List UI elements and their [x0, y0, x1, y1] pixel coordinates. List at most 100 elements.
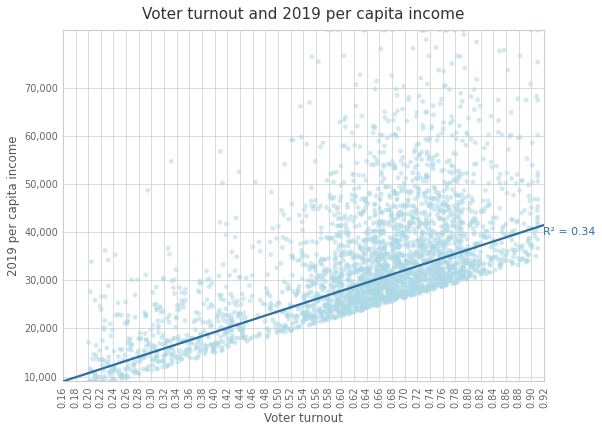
- Point: [398, 287, 408, 294]
- Point: [429, 243, 438, 250]
- Point: [380, 293, 390, 300]
- Point: [423, 260, 432, 267]
- Point: [444, 235, 453, 242]
- Point: [417, 254, 427, 260]
- Point: [101, 293, 110, 300]
- Point: [202, 276, 212, 283]
- Point: [485, 201, 494, 208]
- Point: [98, 378, 107, 385]
- Point: [209, 340, 219, 347]
- Point: [385, 279, 395, 286]
- Point: [456, 253, 466, 260]
- Point: [408, 286, 417, 292]
- Point: [345, 264, 355, 270]
- Point: [427, 281, 436, 288]
- Point: [408, 276, 417, 283]
- Point: [225, 324, 234, 331]
- Point: [443, 214, 453, 221]
- Point: [336, 308, 346, 315]
- Point: [377, 171, 386, 178]
- Point: [355, 143, 365, 150]
- Point: [444, 254, 453, 260]
- Point: [365, 215, 374, 222]
- Point: [339, 52, 349, 59]
- Point: [505, 133, 515, 140]
- Point: [482, 234, 492, 241]
- Point: [442, 27, 452, 34]
- Point: [364, 282, 374, 289]
- Point: [397, 278, 407, 285]
- Point: [466, 270, 476, 277]
- Point: [350, 199, 360, 206]
- Point: [309, 301, 319, 308]
- Point: [199, 328, 209, 335]
- Point: [451, 262, 461, 269]
- Point: [396, 277, 406, 284]
- Point: [343, 292, 353, 299]
- Point: [321, 308, 330, 314]
- Point: [278, 289, 287, 295]
- Point: [370, 279, 380, 286]
- Point: [295, 323, 305, 330]
- Point: [351, 81, 361, 88]
- Point: [382, 240, 391, 247]
- Point: [470, 257, 480, 264]
- Point: [323, 311, 332, 318]
- Point: [338, 284, 347, 291]
- Point: [381, 276, 391, 283]
- Point: [309, 206, 318, 213]
- Point: [458, 197, 467, 203]
- Point: [170, 335, 179, 342]
- Point: [417, 286, 427, 293]
- Point: [385, 272, 395, 279]
- Point: [428, 157, 438, 164]
- Point: [452, 192, 461, 199]
- Point: [321, 301, 331, 308]
- Point: [225, 300, 234, 307]
- Point: [117, 346, 127, 353]
- Point: [403, 260, 413, 267]
- Point: [172, 315, 182, 322]
- Point: [426, 232, 435, 239]
- Point: [208, 343, 217, 350]
- Point: [418, 232, 427, 239]
- Point: [255, 296, 265, 303]
- Point: [385, 194, 395, 201]
- Point: [394, 254, 403, 260]
- Point: [373, 280, 382, 287]
- Point: [404, 273, 414, 280]
- Point: [433, 267, 442, 274]
- Point: [514, 255, 523, 262]
- Point: [445, 254, 455, 261]
- Point: [196, 346, 206, 353]
- Point: [461, 276, 471, 283]
- Point: [397, 275, 406, 282]
- Point: [330, 305, 340, 312]
- Point: [227, 317, 237, 324]
- Point: [394, 258, 403, 265]
- Point: [442, 159, 452, 165]
- Point: [465, 269, 475, 276]
- Point: [415, 262, 425, 269]
- Point: [455, 122, 464, 129]
- Point: [374, 287, 383, 294]
- Point: [234, 322, 244, 329]
- Point: [478, 223, 488, 230]
- Point: [403, 258, 412, 265]
- Point: [226, 334, 236, 341]
- Point: [120, 299, 130, 305]
- Point: [402, 273, 411, 280]
- Point: [304, 322, 314, 329]
- Point: [389, 263, 399, 270]
- Point: [217, 344, 227, 351]
- Point: [438, 276, 447, 283]
- Point: [414, 279, 423, 286]
- Point: [429, 270, 439, 277]
- Point: [330, 249, 340, 256]
- Point: [314, 307, 324, 314]
- Point: [340, 304, 350, 311]
- Point: [359, 305, 368, 312]
- Point: [294, 212, 304, 219]
- Point: [470, 246, 480, 253]
- Point: [85, 365, 95, 372]
